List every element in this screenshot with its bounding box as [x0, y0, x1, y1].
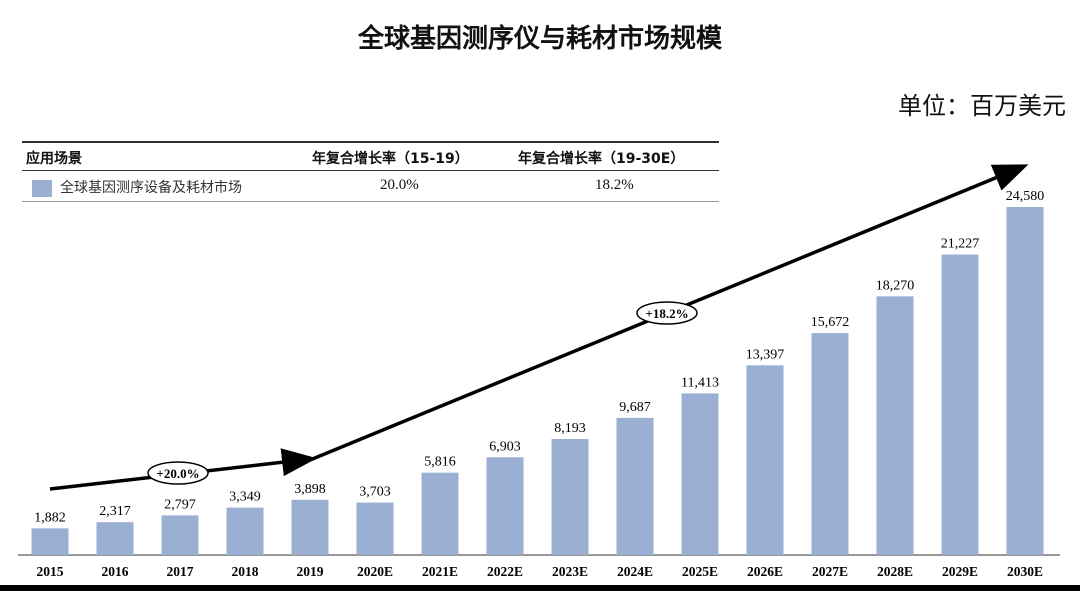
- bar-2021E: [421, 472, 459, 555]
- data-label: 3,349: [229, 490, 261, 505]
- x-tick-label: 2016: [102, 564, 129, 579]
- x-tick-label: 2017: [167, 564, 194, 579]
- bar-2016: [96, 522, 134, 555]
- bar-2026E: [746, 365, 784, 555]
- data-label: 2,797: [164, 497, 196, 512]
- bottom-border: [0, 585, 1080, 591]
- header-cagr-19-30: 年复合增长率（19-30E）: [518, 151, 685, 167]
- legend-table: 应用场景 年复合增长率（15-19） 年复合增长率（19-30E） 全球基因测序…: [22, 141, 719, 202]
- data-label: 3,703: [359, 485, 391, 500]
- data-label: 2,317: [99, 504, 131, 519]
- annotation-label: +20.0%: [156, 466, 199, 481]
- x-tick-label: 2028E: [877, 564, 913, 579]
- x-tick-label: 2030E: [1007, 564, 1043, 579]
- bar-2022E: [486, 457, 524, 555]
- x-tick-label: 2029E: [942, 564, 978, 579]
- bar-2024E: [616, 417, 654, 555]
- unit-label: 单位：百万美元: [898, 92, 1066, 120]
- data-label: 9,687: [619, 400, 651, 415]
- x-tick-label: 2027E: [812, 564, 848, 579]
- cagr-15-19-value: 20.0%: [380, 177, 419, 193]
- data-label: 15,672: [811, 315, 850, 330]
- bar-2028E: [876, 296, 914, 555]
- bar-2023E: [551, 439, 589, 555]
- bar-2029E: [941, 254, 979, 555]
- bar-2017: [161, 515, 199, 555]
- x-tick-label: 2022E: [487, 564, 523, 579]
- x-tick-label: 2026E: [747, 564, 783, 579]
- legend-header-row: 应用场景 年复合增长率（15-19） 年复合增长率（19-30E）: [22, 141, 719, 171]
- header-scenario: 应用场景: [26, 151, 82, 167]
- x-tick-label: 2021E: [422, 564, 458, 579]
- data-label: 11,413: [681, 375, 719, 390]
- annotation-label: +18.2%: [645, 306, 688, 321]
- data-label: 13,397: [746, 347, 785, 362]
- bar-2025E: [681, 393, 719, 555]
- bar-2019: [291, 499, 329, 555]
- annotation-ellipse: [636, 301, 698, 325]
- chart-title: 全球基因测序仪与耗材市场规模: [357, 24, 722, 54]
- data-label: 24,580: [1006, 189, 1045, 204]
- cagr-19-30-value: 18.2%: [595, 177, 634, 193]
- data-label: 1,882: [34, 510, 66, 525]
- x-tick-label: 2020E: [357, 564, 393, 579]
- x-tick-label: 2024E: [617, 564, 653, 579]
- header-cagr-15-19: 年复合增长率（15-19）: [312, 151, 469, 167]
- data-label: 5,816: [424, 455, 456, 470]
- legend-label: 全球基因测序设备及耗材市场: [60, 180, 242, 196]
- data-label: 8,193: [554, 421, 586, 436]
- bar-2020E: [356, 502, 394, 555]
- x-tick-label: 2015: [37, 564, 64, 579]
- legend-row: 全球基因测序设备及耗材市场 20.0% 18.2%: [22, 171, 719, 202]
- x-tick-label: 2025E: [682, 564, 718, 579]
- annotation-ellipse: [147, 461, 209, 485]
- data-label: 6,903: [489, 439, 521, 454]
- data-label: 21,227: [941, 236, 980, 251]
- x-tick-label: 2018: [232, 564, 259, 579]
- bar-2030E: [1006, 207, 1044, 555]
- x-tick-label: 2023E: [552, 564, 588, 579]
- data-label: 18,270: [876, 278, 915, 293]
- bar-2015: [31, 528, 69, 555]
- bar-2027E: [811, 333, 849, 555]
- data-label: 3,898: [294, 482, 326, 497]
- bar-2018: [226, 507, 264, 555]
- x-tick-label: 2019: [297, 564, 324, 579]
- legend-swatch: [32, 180, 52, 197]
